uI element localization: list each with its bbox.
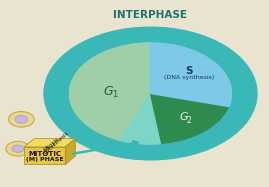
Text: G: G xyxy=(104,85,113,98)
Ellipse shape xyxy=(44,27,257,160)
Ellipse shape xyxy=(9,112,34,127)
Text: G: G xyxy=(179,112,188,122)
Polygon shape xyxy=(70,43,150,140)
Text: 2: 2 xyxy=(187,116,192,125)
Ellipse shape xyxy=(12,145,24,152)
Polygon shape xyxy=(150,94,229,143)
Ellipse shape xyxy=(15,115,28,123)
Polygon shape xyxy=(65,139,75,164)
Text: Mitosis: Mitosis xyxy=(43,136,60,153)
Polygon shape xyxy=(24,147,65,164)
Polygon shape xyxy=(120,94,162,144)
Ellipse shape xyxy=(6,141,30,156)
Ellipse shape xyxy=(70,43,231,144)
Polygon shape xyxy=(24,139,75,147)
Text: Cytokinesis: Cytokinesis xyxy=(43,130,70,155)
Text: 1: 1 xyxy=(113,90,118,99)
Text: S: S xyxy=(186,66,193,76)
Polygon shape xyxy=(150,43,231,107)
Text: MITOTIC: MITOTIC xyxy=(28,151,61,157)
Text: (M) PHASE: (M) PHASE xyxy=(26,157,63,162)
Text: INTERPHASE: INTERPHASE xyxy=(114,10,187,20)
Text: (DNA synthesis): (DNA synthesis) xyxy=(164,75,214,80)
